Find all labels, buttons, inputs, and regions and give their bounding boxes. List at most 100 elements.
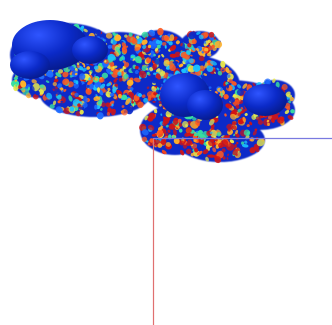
surface-speckle (149, 67, 153, 72)
surface-speckle (220, 60, 226, 68)
surface-speckle (113, 93, 117, 97)
surface-speckle (96, 87, 101, 93)
surface-speckle (233, 125, 237, 131)
surface-speckle (203, 40, 207, 44)
surface-speckle (134, 65, 139, 70)
surface-speckle (178, 122, 183, 127)
surface-speckle (168, 41, 173, 46)
surface-speckle (241, 144, 249, 148)
surface-speckle (179, 149, 185, 156)
surface-speckle (111, 108, 116, 116)
surface-speckle (214, 40, 223, 49)
surface-speckle (169, 64, 176, 72)
surface-speckle (169, 34, 175, 42)
surface-speckle (150, 76, 158, 84)
surface-speckle (194, 147, 199, 153)
surface-speckle (87, 79, 94, 85)
surface-speckle (287, 115, 294, 120)
surface-speckle (61, 98, 65, 102)
surface-speckle (163, 117, 170, 125)
surface-speckle (46, 71, 54, 78)
surface-speckle (208, 31, 215, 38)
surface-speckle (95, 29, 102, 36)
surface-speckle (74, 72, 78, 76)
surface-speckle (161, 149, 167, 155)
surface-speckle (49, 104, 55, 109)
surface-speckle (216, 67, 220, 71)
surface-speckle (45, 99, 51, 105)
surface-speckle (252, 130, 257, 136)
surface-speckle (99, 89, 104, 96)
surface-speckle (83, 95, 88, 103)
surface-speckle (146, 86, 150, 89)
surface-speckle (202, 149, 209, 155)
surface-speckle (137, 101, 144, 108)
surface-speckle (115, 46, 121, 52)
surface-speckle (61, 90, 64, 93)
surface-speckle (266, 119, 270, 123)
surface-speckle (246, 124, 250, 128)
surface-speckle (225, 66, 230, 74)
surface-speckle (215, 138, 218, 142)
surface-speckle (222, 156, 226, 160)
surface-speckle (123, 68, 129, 73)
surface-speckle (231, 81, 237, 86)
surface-speckle (195, 31, 201, 35)
surface-speckle (79, 73, 86, 80)
surface-speckle (121, 105, 125, 108)
surface-lobe (10, 51, 50, 79)
surface-speckle (161, 41, 167, 46)
surface-speckle (217, 70, 223, 76)
surface-speckle (169, 45, 177, 51)
surface-speckle (215, 142, 218, 145)
surface-speckle (128, 91, 135, 98)
surface-speckle (76, 64, 80, 69)
surface-speckle (226, 143, 235, 151)
surface-speckle (93, 65, 99, 70)
surface-speckle (131, 38, 138, 45)
surface-speckle (141, 39, 148, 45)
surface-speckle (146, 71, 150, 75)
surface-speckle (96, 112, 104, 120)
surface-speckle (109, 92, 115, 97)
surface-speckle (181, 68, 187, 74)
surface-speckle (52, 100, 57, 106)
surface-speckle (106, 82, 112, 87)
surface-speckle (138, 93, 142, 98)
surface-speckle (117, 93, 123, 99)
surface-speckle (118, 77, 123, 82)
surface-speckle (100, 107, 103, 111)
surface-speckle (228, 78, 233, 84)
surface-speckle (218, 142, 224, 149)
surface-speckle (119, 87, 122, 91)
surface-speckle (187, 43, 192, 48)
surface-speckle (233, 133, 236, 137)
surface-speckle (153, 97, 157, 102)
surface-speckle (212, 147, 217, 153)
surface-speckle (126, 106, 134, 115)
surface-speckle (177, 118, 182, 123)
surface-speckle (161, 35, 165, 41)
surface-speckle (267, 122, 270, 126)
surface-speckle (190, 54, 193, 57)
surface-speckle (77, 103, 81, 107)
surface-speckle (46, 92, 53, 100)
surface-lobes (10, 20, 287, 120)
surface-speckle (153, 53, 156, 57)
surface-speckle (236, 89, 244, 96)
surface-speckle (75, 111, 81, 117)
surface-speckle (220, 92, 223, 97)
surface-speckle (148, 64, 152, 68)
surface-speckle (132, 58, 136, 62)
surface-speckle (270, 117, 275, 123)
surface-speckle (172, 61, 179, 64)
surface-speckle (153, 108, 158, 114)
surface-speckle (98, 78, 103, 83)
surface-speckle (147, 142, 151, 146)
surface-speckle (227, 153, 230, 157)
surface-speckle (52, 81, 57, 87)
surface-speckle (231, 125, 235, 128)
surface-speckle (69, 65, 75, 71)
surface-speckle (198, 55, 205, 62)
